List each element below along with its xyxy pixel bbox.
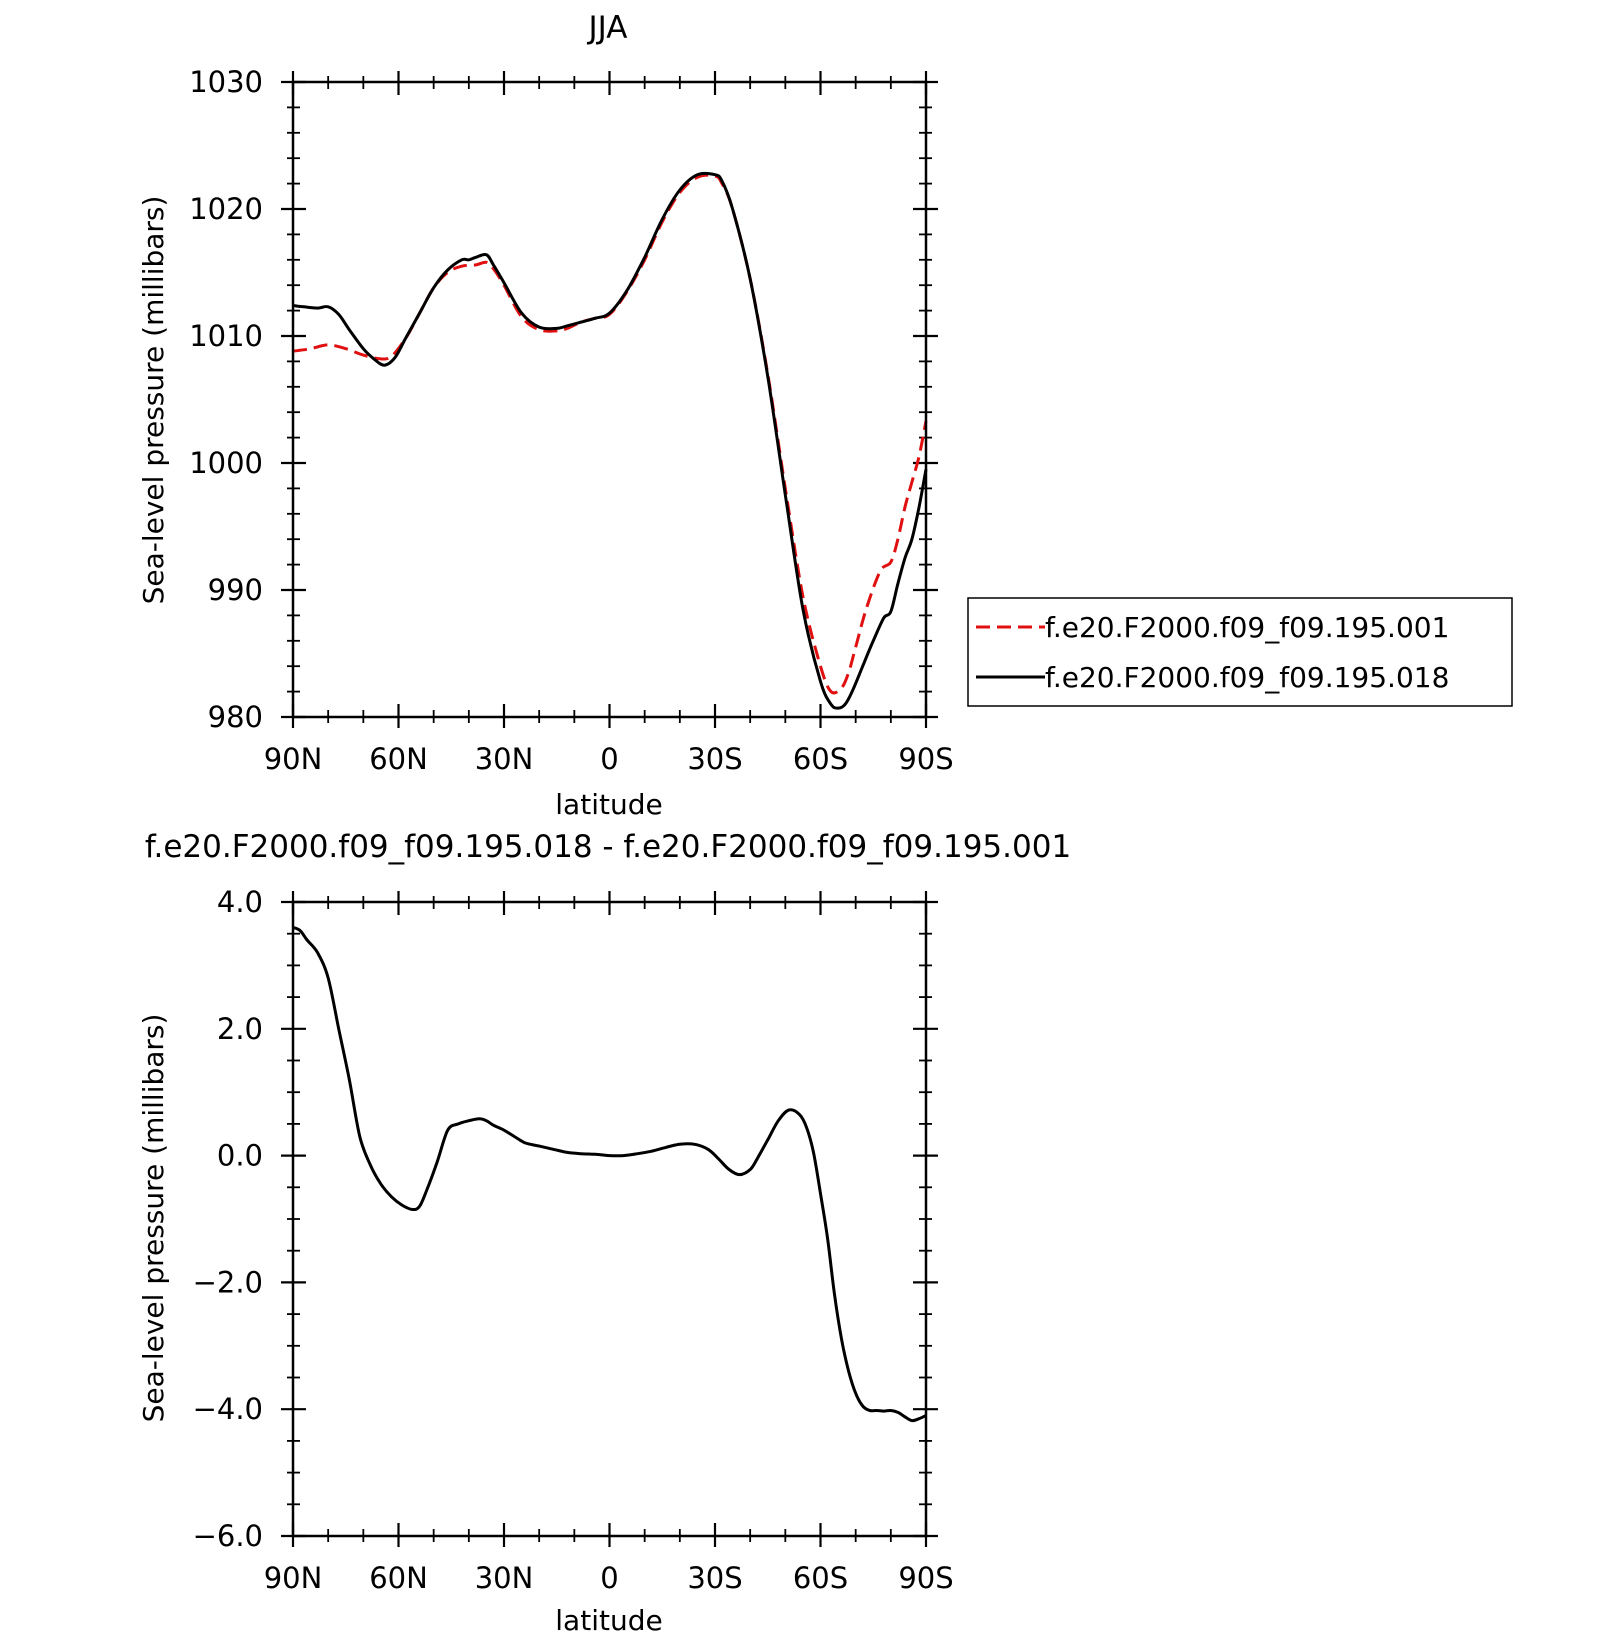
y-tick-label: 990 [208, 573, 263, 607]
chart-title-top: JJA [587, 10, 628, 46]
series-line-difference-bottom [292, 925, 927, 1423]
x-tick-label: 30N [475, 1561, 534, 1595]
x-tick-label: 30N [475, 742, 534, 776]
y-tick-label: 1000 [189, 446, 263, 480]
legend-label-018: f.e20.F2000.f09_f09.195.018 [1045, 661, 1449, 694]
x-axis-label-bottom: latitude [555, 1604, 662, 1635]
x-tick-label: 60N [369, 1561, 428, 1595]
plot-frame-top [291, 80, 928, 719]
x-axis-label-top: latitude [555, 788, 662, 821]
y-tick-label: 0.0 [217, 1139, 263, 1173]
panel-bottom: f.e20.F2000.f09_f09.195.018 - f.e20.F200… [137, 829, 1071, 1635]
chart-title-bottom: f.e20.F2000.f09_f09.195.018 - f.e20.F200… [145, 829, 1071, 865]
panel-top: JJA 90N 60N 30N 0 30S 60S 90S 980 990 1000 1010 102… [137, 10, 954, 821]
y-tick-label: −4.0 [193, 1392, 263, 1426]
y-tick-label: −6.0 [193, 1519, 263, 1553]
y-axis-label-top: Sea-level pressure (millibars) [137, 196, 170, 605]
x-tick-label: 30S [687, 1561, 742, 1595]
y-tick-label: 1010 [189, 319, 263, 353]
x-tick-label: 90S [898, 742, 953, 776]
series-line-018-top [292, 171, 928, 710]
y-tick-label: 1020 [189, 192, 263, 226]
x-tick-label: 30S [687, 742, 742, 776]
series-line-001-top [292, 173, 928, 695]
y-tick-label: 1030 [189, 65, 263, 99]
x-tick-label: 60S [793, 742, 848, 776]
y-tick-label: 4.0 [217, 885, 263, 919]
x-tick-label: 90S [898, 1561, 953, 1595]
legend-label-001: f.e20.F2000.f09_f09.195.001 [1045, 611, 1449, 644]
plot-frame-bottom [291, 900, 928, 1538]
x-tick-label: 0 [600, 742, 618, 776]
x-tick-label: 0 [600, 1561, 618, 1595]
x-tick-label: 90N [264, 742, 323, 776]
x-tick-label: 60S [793, 1561, 848, 1595]
legend: f.e20.F2000.f09_f09.195.001 f.e20.F2000.… [967, 597, 1513, 707]
y-tick-label: 980 [208, 700, 263, 734]
y-tick-label: 2.0 [217, 1012, 263, 1046]
y-tick-label: −2.0 [193, 1265, 263, 1299]
x-tick-label: 60N [369, 742, 428, 776]
legend-box [967, 597, 1513, 707]
y-axis-label-bottom: Sea-level pressure (millibars) [137, 1014, 170, 1423]
x-tick-label: 90N [264, 1561, 323, 1595]
